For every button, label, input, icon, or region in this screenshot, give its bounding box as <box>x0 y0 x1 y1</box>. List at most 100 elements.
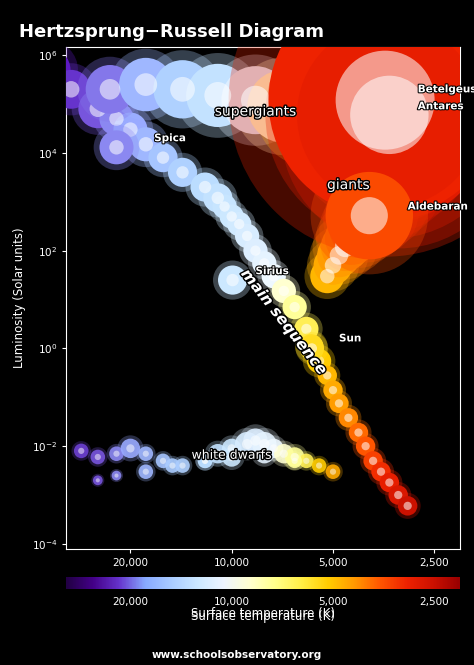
Point <box>362 215 369 225</box>
Point <box>94 104 101 114</box>
Point <box>221 201 228 212</box>
Point <box>315 460 323 471</box>
Point <box>214 193 221 203</box>
Point <box>169 460 176 471</box>
Point <box>113 142 120 153</box>
Point <box>67 84 75 94</box>
Point <box>394 489 402 500</box>
Point <box>236 219 243 229</box>
Point <box>142 139 150 150</box>
Point <box>385 182 393 192</box>
Point <box>179 167 186 178</box>
Point <box>214 193 221 203</box>
Point <box>329 466 337 477</box>
Point <box>94 475 101 485</box>
Point <box>335 250 343 261</box>
Point <box>365 210 373 221</box>
Point <box>67 84 75 94</box>
Point <box>308 343 316 354</box>
Point <box>404 501 411 511</box>
Point <box>355 427 362 438</box>
Point <box>159 456 167 466</box>
Point <box>308 341 315 352</box>
Point <box>252 436 259 446</box>
Point <box>113 114 120 124</box>
Point <box>355 116 362 126</box>
Point <box>94 452 101 462</box>
Point <box>369 118 377 129</box>
Y-axis label: Luminosity (Solar units): Luminosity (Solar units) <box>13 227 26 368</box>
Point <box>377 466 385 477</box>
Point <box>394 170 402 180</box>
Point <box>369 118 377 129</box>
Point <box>261 258 268 269</box>
Text: 2,500: 2,500 <box>419 597 449 606</box>
Point <box>404 158 411 169</box>
Point <box>142 79 150 90</box>
Text: Betelgeuse: Betelgeuse <box>418 84 474 94</box>
Point <box>348 233 356 243</box>
Point <box>179 167 186 178</box>
Point <box>341 241 349 252</box>
Point <box>261 439 268 450</box>
Point <box>362 441 369 452</box>
Point <box>323 271 331 281</box>
Point <box>270 271 278 281</box>
Point <box>243 231 251 241</box>
Point <box>179 84 186 94</box>
Point <box>291 452 299 462</box>
Point <box>221 201 228 212</box>
Point <box>201 456 209 466</box>
Point <box>335 398 343 409</box>
Point <box>127 124 134 135</box>
Point <box>113 470 120 481</box>
Point <box>179 84 186 94</box>
Point <box>377 466 385 477</box>
Point <box>261 439 268 450</box>
Point <box>323 370 331 381</box>
Point <box>329 260 337 271</box>
Text: main sequence: main sequence <box>238 266 329 378</box>
Point <box>67 84 75 94</box>
Point <box>302 456 310 466</box>
Point <box>355 223 362 234</box>
Text: Surface temperature (K): Surface temperature (K) <box>191 610 335 623</box>
Point <box>345 412 352 423</box>
Point <box>201 456 209 466</box>
Point <box>94 104 101 114</box>
Point <box>355 116 362 126</box>
Point <box>221 201 228 212</box>
Point <box>315 356 323 366</box>
Point <box>329 112 337 122</box>
Point <box>369 118 377 129</box>
Point <box>291 456 299 466</box>
Point <box>362 215 369 225</box>
Point <box>201 456 209 466</box>
Point <box>214 448 221 459</box>
Point <box>291 452 299 462</box>
Text: 10,000: 10,000 <box>214 597 250 606</box>
Point <box>113 114 120 124</box>
Point <box>77 446 85 456</box>
Point <box>291 452 299 462</box>
Point <box>302 324 310 334</box>
Point <box>362 441 369 452</box>
Point <box>142 79 150 90</box>
Point <box>369 205 377 216</box>
Point <box>362 441 369 452</box>
Text: Hertzsprung−Russell Diagram: Hertzsprung−Russell Diagram <box>19 23 324 41</box>
Point <box>106 84 114 94</box>
Point <box>355 427 362 438</box>
Point <box>127 443 134 454</box>
Point <box>261 448 268 459</box>
Point <box>385 477 393 488</box>
Point <box>394 489 402 500</box>
Point <box>382 95 389 106</box>
Point <box>179 460 186 471</box>
Point <box>270 443 278 454</box>
Point <box>201 456 209 466</box>
Point <box>280 448 288 459</box>
Point <box>382 121 389 132</box>
Point <box>236 219 243 229</box>
Point <box>329 466 337 477</box>
